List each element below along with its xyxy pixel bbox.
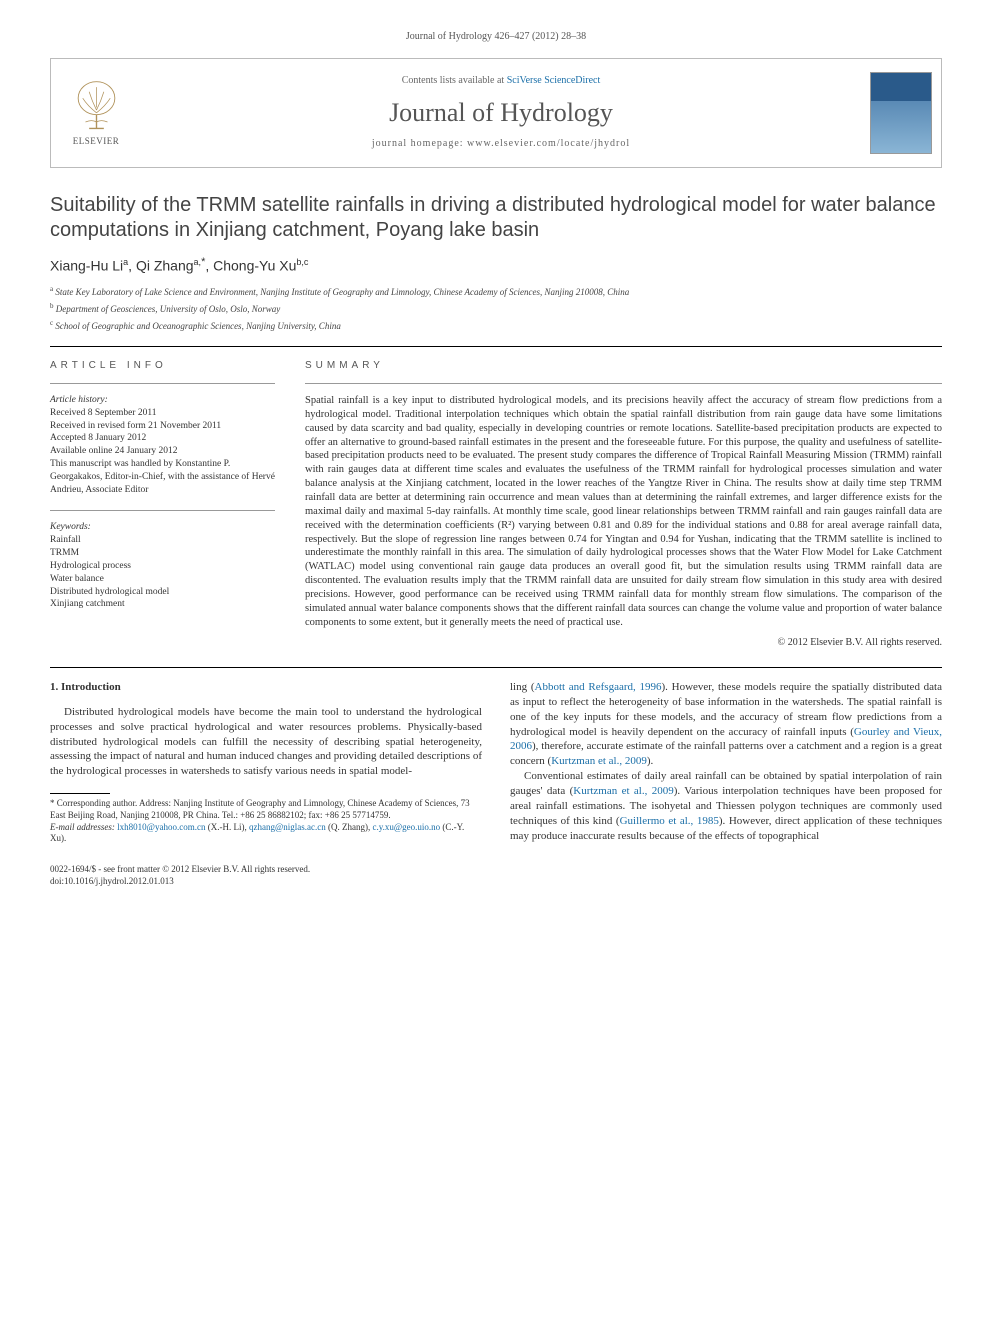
footer-doi-line: doi:10.1016/j.jhydrol.2012.01.013: [50, 875, 310, 887]
email-2-who: (Q. Zhang),: [328, 822, 370, 832]
keyword: Xinjiang catchment: [50, 598, 275, 611]
article-title: Suitability of the TRMM satellite rainfa…: [50, 193, 942, 243]
journal-header-box: ELSEVIER Contents lists available at Sci…: [50, 58, 942, 168]
p1b-end: ).: [647, 755, 653, 767]
summary-copyright: © 2012 Elsevier B.V. All rights reserved…: [305, 636, 942, 650]
footnote-block: * Corresponding author. Address: Nanjing…: [50, 793, 482, 845]
keyword: TRMM: [50, 547, 275, 560]
email-label: E-mail addresses:: [50, 822, 115, 832]
cover-image: [870, 72, 932, 154]
section-title: Introduction: [61, 681, 121, 693]
keywords-label: Keywords:: [50, 521, 275, 534]
history-line: Accepted 8 January 2012: [50, 432, 275, 445]
body-two-column: 1. Introduction Distributed hydrological…: [50, 680, 942, 845]
footer-left: 0022-1694/$ - see front matter © 2012 El…: [50, 863, 310, 887]
history-line: Available online 24 January 2012: [50, 445, 275, 458]
keyword: Water balance: [50, 573, 275, 586]
publisher-logo: ELSEVIER: [51, 59, 141, 167]
cite-kurtzman-2[interactable]: Kurtzman et al., 2009: [573, 785, 673, 797]
email-2[interactable]: qzhang@niglas.ac.cn: [249, 822, 326, 832]
keyword: Hydrological process: [50, 560, 275, 573]
p1b-pre: ling (: [510, 681, 535, 693]
intro-para-1a: Distributed hydrological models have bec…: [50, 705, 482, 779]
author-2-corr: *: [201, 256, 205, 268]
author-2-mark: a,: [194, 257, 202, 267]
cite-abbott[interactable]: Abbott and Refsgaard, 1996: [535, 681, 662, 693]
intro-para-1b: ling (Abbott and Refsgaard, 1996). Howev…: [510, 680, 942, 769]
author-1: Xiang-Hu Li: [50, 257, 123, 273]
keyword: Distributed hydrological model: [50, 586, 275, 599]
keywords-block: Keywords: Rainfall TRMM Hydrological pro…: [50, 521, 275, 611]
contents-available-line: Contents lists available at SciVerse Sci…: [402, 74, 601, 88]
info-hr-2: [50, 510, 275, 511]
section-number: 1.: [50, 681, 58, 693]
section-1-heading: 1. Introduction: [50, 680, 482, 695]
info-hr-1: [50, 383, 275, 384]
author-1-mark: a: [123, 257, 128, 267]
affiliation-a: a State Key Laboratory of Lake Science a…: [50, 285, 942, 298]
intro-para-2: Conventional estimates of daily areal ra…: [510, 769, 942, 843]
affiliations-block: a State Key Laboratory of Lake Science a…: [50, 285, 942, 332]
homepage-prefix: journal homepage:: [372, 138, 467, 149]
publisher-name: ELSEVIER: [73, 135, 120, 147]
author-2: Qi Zhang: [136, 257, 194, 273]
divider-top: [50, 346, 942, 347]
author-3-mark: b,c: [296, 257, 308, 267]
summary-text: Spatial rainfall is a key input to distr…: [305, 394, 942, 630]
summary-label: SUMMARY: [305, 359, 942, 373]
summary-hr: [305, 383, 942, 384]
cite-kurtzman-1[interactable]: Kurtzman et al., 2009: [551, 755, 647, 767]
sciencedirect-link[interactable]: SciVerse ScienceDirect: [507, 75, 601, 86]
email-3[interactable]: c.y.xu@geo.uio.no: [372, 822, 440, 832]
contents-prefix: Contents lists available at: [402, 75, 507, 86]
article-info-column: ARTICLE INFO Article history: Received 8…: [50, 359, 275, 649]
affiliation-c: c School of Geographic and Oceanographic…: [50, 319, 942, 332]
journal-header-center: Contents lists available at SciVerse Sci…: [141, 59, 861, 167]
aff-c-text: School of Geographic and Oceanographic S…: [55, 321, 340, 331]
authors-line: Xiang-Hu Lia, Qi Zhanga,*, Chong-Yu Xub,…: [50, 255, 942, 276]
email-addresses-note: E-mail addresses: lxh8010@yahoo.com.cn (…: [50, 822, 482, 845]
history-label: Article history:: [50, 394, 275, 407]
article-history-block: Article history: Received 8 September 20…: [50, 394, 275, 497]
history-line: Received 8 September 2011: [50, 407, 275, 420]
page-footer: 0022-1694/$ - see front matter © 2012 El…: [50, 863, 942, 887]
aff-a-mark: a: [50, 285, 53, 293]
author-3: Chong-Yu Xu: [213, 257, 296, 273]
header-citation: Journal of Hydrology 426–427 (2012) 28–3…: [50, 30, 942, 44]
divider-mid: [50, 667, 942, 668]
aff-a-text: State Key Laboratory of Lake Science and…: [55, 287, 629, 297]
cite-guillermo[interactable]: Guillermo et al., 1985: [620, 815, 719, 827]
info-summary-row: ARTICLE INFO Article history: Received 8…: [50, 359, 942, 649]
affiliation-b: b Department of Geosciences, University …: [50, 302, 942, 315]
summary-column: SUMMARY Spatial rainfall is a key input …: [305, 359, 942, 649]
keyword: Rainfall: [50, 534, 275, 547]
email-1-who: (X.-H. Li),: [208, 822, 247, 832]
homepage-url[interactable]: www.elsevier.com/locate/jhydrol: [467, 138, 630, 149]
footer-issn-line: 0022-1694/$ - see front matter © 2012 El…: [50, 863, 310, 875]
aff-c-mark: c: [50, 319, 53, 327]
journal-cover-thumb: [861, 59, 941, 167]
corresponding-author-note: * Corresponding author. Address: Nanjing…: [50, 798, 482, 821]
journal-name: Journal of Hydrology: [389, 95, 613, 130]
article-info-label: ARTICLE INFO: [50, 359, 275, 373]
aff-b-mark: b: [50, 302, 54, 310]
email-1[interactable]: lxh8010@yahoo.com.cn: [117, 822, 205, 832]
aff-b-text: Department of Geosciences, University of…: [56, 304, 280, 314]
elsevier-tree-icon: [69, 78, 124, 133]
history-line: Received in revised form 21 November 201…: [50, 420, 275, 433]
history-line: This manuscript was handled by Konstanti…: [50, 458, 275, 496]
footnote-separator: [50, 793, 110, 794]
journal-homepage-line: journal homepage: www.elsevier.com/locat…: [372, 137, 630, 151]
